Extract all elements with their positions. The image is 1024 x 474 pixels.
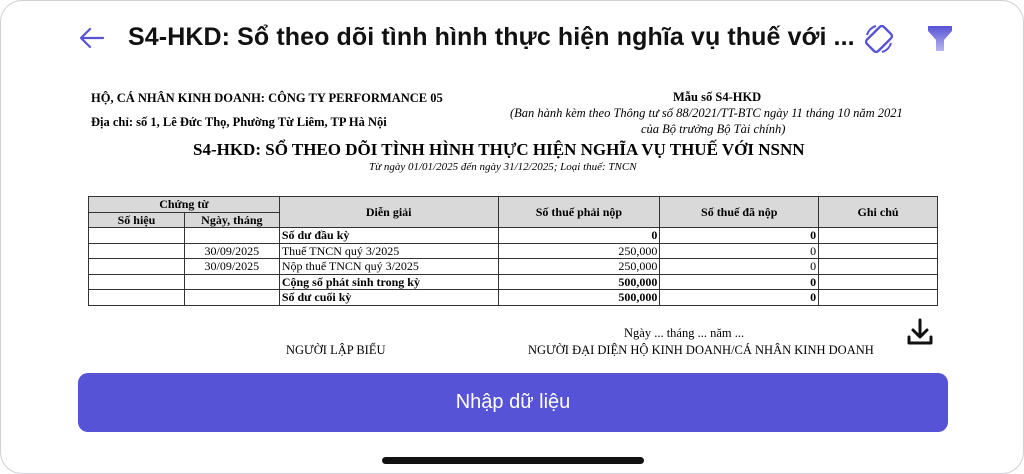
header-ngay-thang: Ngày, tháng (183, 211, 280, 228)
preparer-label: NGƯỜI LẬP BIỂU (286, 343, 386, 357)
so-hieu-cell (88, 289, 185, 306)
report-title: S4-HKD: SỔ THEO DÕI TÌNH HÌNH THỰC HIỆN … (193, 140, 805, 159)
so-hieu-cell (88, 227, 185, 244)
date-cell (183, 227, 280, 244)
representative-label: NGƯỜI ĐẠI DIỆN HỘ KINH DOANH/CÁ NHÂN KIN… (528, 343, 874, 357)
table-row: 30/09/2025 Nộp thuế TNCN quý 3/2025 250,00… (88, 258, 938, 275)
date-cell: 30/09/2025 (183, 242, 280, 259)
note-cell (818, 258, 938, 275)
note-cell (818, 289, 938, 306)
header-dien-giai: Diễn giải (278, 196, 499, 228)
tax-paid-cell: 0 (659, 289, 820, 306)
tax-payable-cell: 250,000 (497, 242, 661, 259)
tax-payable-cell: 250,000 (497, 258, 661, 275)
header-ghi-chu: Ghi chú (818, 196, 938, 228)
date-cell: 30/09/2025 (183, 258, 280, 275)
description-cell: Nộp thuế TNCN quý 3/2025 (278, 258, 499, 275)
tax-paid-cell: 0 (659, 242, 820, 259)
enter-data-button[interactable]: Nhập dữ liệu (78, 373, 948, 432)
so-hieu-cell (88, 242, 185, 259)
description-cell: Số dư đầu kỳ (278, 227, 499, 244)
tax-payable-cell: 500,000 (497, 273, 661, 290)
description-cell: Thuế TNCN quý 3/2025 (278, 242, 499, 259)
note-cell (818, 273, 938, 290)
filter-icon[interactable] (926, 23, 954, 53)
description-cell: Cộng số phát sinh trong kỳ (278, 273, 499, 290)
screen-rotate-icon[interactable] (861, 21, 897, 57)
tax-paid-cell: 0 (659, 227, 820, 244)
form-note-line2: của Bộ trưởng Bộ Tài chính) (641, 122, 786, 136)
table-row: Cộng số phát sinh trong kỳ 500,000 0 (88, 273, 938, 290)
tax-paid-cell: 0 (659, 258, 820, 275)
page-title: S4-HKD: Sổ theo dõi tình hình thực hiện … (128, 23, 855, 51)
note-cell (818, 227, 938, 244)
tax-payable-cell: 0 (497, 227, 661, 244)
table-row: Số dư cuối kỳ 500,000 0 (88, 289, 938, 306)
note-cell (818, 242, 938, 259)
table-row: Số dư đầu kỳ 0 0 (88, 227, 938, 244)
business-address: Địa chỉ: số 1, Lê Đức Thọ, Phường Từ Liê… (91, 115, 387, 129)
form-number: Mẫu số S4-HKD (673, 90, 762, 104)
signature-date: Ngày ... tháng ... năm ... (624, 326, 745, 340)
description-cell: Số dư cuối kỳ (278, 289, 499, 306)
form-note-line1: (Ban hành kèm theo Thông tư số 88/2021/T… (510, 106, 903, 120)
top-bar: S4-HKD: Sổ theo dõi tình hình thực hiện … (1, 1, 1023, 77)
download-icon[interactable] (906, 317, 934, 347)
header-chung-tu: Chứng từ (88, 196, 280, 213)
tax-payable-cell: 500,000 (497, 289, 661, 306)
tax-ledger-table: Chứng từ Diễn giải Số thuế phải nộp Số t… (88, 196, 938, 306)
header-phai-nop: Số thuế phải nộp (497, 196, 661, 228)
header-so-hieu: Số hiệu (88, 211, 185, 228)
date-cell (183, 273, 280, 290)
tax-paid-cell: 0 (659, 273, 820, 290)
report-subtitle: Từ ngày 01/01/2025 đến ngày 31/12/2025; … (369, 161, 637, 173)
so-hieu-cell (88, 258, 185, 275)
arrow-left-icon[interactable] (77, 23, 107, 53)
table-row: 30/09/2025 Thuế TNCN quý 3/2025 250,000 0 (88, 242, 938, 259)
business-name: HỘ, CÁ NHÂN KINH DOANH: CÔNG TY PERFORMA… (91, 91, 443, 105)
home-indicator[interactable] (382, 457, 644, 464)
header-da-nop: Số thuế đã nộp (659, 196, 820, 228)
so-hieu-cell (88, 273, 185, 290)
date-cell (183, 289, 280, 306)
